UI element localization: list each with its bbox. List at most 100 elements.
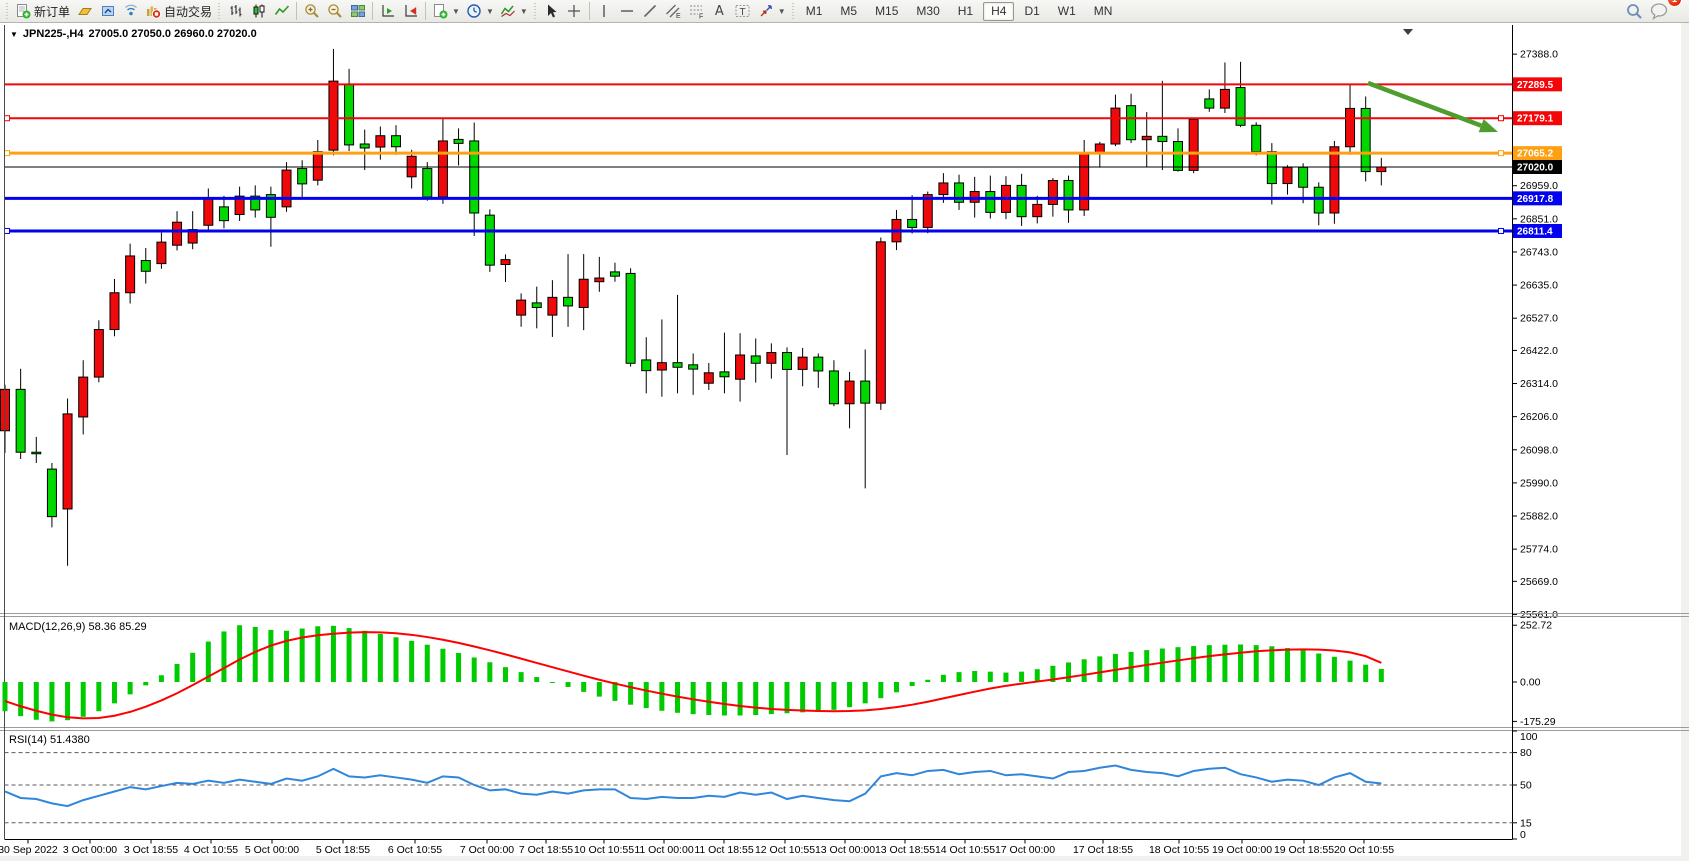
toolbar-grip[interactable] bbox=[217, 2, 223, 20]
candle bbox=[750, 338, 761, 383]
hline-handle[interactable] bbox=[4, 150, 10, 157]
new-chart-button[interactable]: ▼ bbox=[429, 1, 463, 22]
timeframe-D1[interactable]: D1 bbox=[1024, 4, 1040, 18]
zoom-in-button[interactable] bbox=[300, 1, 323, 22]
timeframe-M1[interactable]: M1 bbox=[805, 4, 823, 18]
price-badge-label: 27020.0 bbox=[1517, 162, 1554, 173]
macd-bar bbox=[346, 628, 352, 683]
timeframe-M5[interactable]: M5 bbox=[840, 4, 858, 18]
crosshair-button[interactable] bbox=[563, 1, 586, 22]
hline-handle[interactable] bbox=[1498, 115, 1504, 122]
channel-button[interactable]: E bbox=[662, 1, 685, 22]
toolbar-grip[interactable] bbox=[532, 2, 538, 20]
hline-handle[interactable] bbox=[1498, 227, 1504, 234]
candle bbox=[218, 195, 229, 229]
candle bbox=[1110, 94, 1121, 147]
window-right-edge bbox=[1681, 23, 1689, 861]
candle bbox=[359, 129, 370, 171]
chart-title-expand-icon[interactable]: ▼ bbox=[10, 29, 18, 39]
line-chart-icon bbox=[274, 3, 290, 19]
macd-bar bbox=[1019, 671, 1025, 683]
hline-handle[interactable] bbox=[1498, 150, 1504, 157]
candle bbox=[15, 368, 26, 459]
vline-button[interactable] bbox=[593, 1, 616, 22]
candle bbox=[453, 128, 464, 166]
profile-button[interactable] bbox=[73, 1, 96, 22]
auto-scroll-button[interactable] bbox=[399, 1, 422, 22]
chat-button[interactable]: 1 bbox=[1646, 0, 1682, 22]
macd-bar bbox=[80, 682, 86, 717]
line-chart-button[interactable] bbox=[270, 1, 293, 22]
cursor-button[interactable] bbox=[540, 1, 563, 22]
hline-button[interactable] bbox=[616, 1, 639, 22]
navigator-button[interactable] bbox=[96, 1, 119, 22]
autotrading-button[interactable]: 自动交易 bbox=[142, 1, 215, 22]
candle bbox=[594, 256, 605, 292]
macd-bar bbox=[581, 682, 587, 692]
price-axis[interactable]: 27388.0 26959.0 26851.0 26743.0 26635.0 26527… bbox=[1512, 49, 1559, 621]
macd-bar bbox=[1066, 662, 1072, 683]
chart-ohlc-values: 27005.0 27050.0 26960.0 27020.0 bbox=[88, 28, 257, 40]
macd-bar bbox=[518, 672, 524, 683]
time-axis[interactable]: 30 Sep 2022 3 Oct 00:00 3 Oct 18:55 4 Oct 1… bbox=[0, 839, 1394, 857]
chevron-down-icon: ▼ bbox=[485, 6, 494, 16]
trendline-button[interactable] bbox=[639, 1, 662, 22]
rsi-tick-label: 80 bbox=[1520, 747, 1532, 759]
fibonacci-button[interactable]: F bbox=[685, 1, 708, 22]
price-badge bbox=[1513, 223, 1562, 238]
toolbar-grip[interactable] bbox=[790, 2, 796, 20]
timeframe-MN[interactable]: MN bbox=[1093, 4, 1113, 18]
candle bbox=[703, 362, 714, 390]
arrows-tool-button[interactable]: ▼ bbox=[755, 1, 789, 22]
candle bbox=[46, 462, 57, 528]
chevron-down-icon: ▼ bbox=[519, 6, 528, 16]
text-button[interactable]: A bbox=[708, 1, 731, 22]
chart-canvas[interactable]: 27388.0 26959.0 26851.0 26743.0 26635.0 26527… bbox=[0, 23, 1689, 861]
timeframe-W1[interactable]: W1 bbox=[1057, 4, 1076, 18]
trend-arrow-annotation[interactable] bbox=[1367, 80, 1498, 133]
macd-bar bbox=[1034, 669, 1040, 683]
chart-window[interactable]: 27388.0 26959.0 26851.0 26743.0 26635.0 26527… bbox=[0, 23, 1689, 861]
candle bbox=[1204, 89, 1215, 112]
signal-button[interactable] bbox=[119, 1, 142, 22]
candle bbox=[563, 254, 574, 327]
macd-main-value: 58.36 bbox=[88, 621, 117, 633]
macd-bar bbox=[299, 628, 305, 683]
macd-bar bbox=[549, 682, 555, 684]
candle-chart-icon bbox=[251, 3, 267, 19]
period-button[interactable]: ▼ bbox=[463, 1, 497, 22]
time-tick-label: 30 Sep 2022 bbox=[0, 844, 58, 856]
timeframe-H1[interactable]: H1 bbox=[957, 4, 974, 18]
search-button[interactable] bbox=[1622, 1, 1646, 22]
bar-chart-button[interactable] bbox=[224, 1, 247, 22]
timeframe-H4[interactable]: H4 bbox=[983, 1, 1015, 21]
hline-handle[interactable] bbox=[4, 115, 10, 122]
tile-windows-button[interactable] bbox=[346, 1, 369, 22]
macd-panel[interactable]: 252.72 0.00 -175.29 bbox=[2, 620, 1556, 728]
hline-icon bbox=[619, 3, 635, 19]
time-tick-label: 3 Oct 18:55 bbox=[124, 844, 178, 856]
toolbar-grip[interactable] bbox=[5, 2, 10, 20]
chart-shift-button[interactable] bbox=[376, 1, 399, 22]
rsi-panel[interactable]: 100 80 50 150 bbox=[4, 730, 1538, 841]
indicators-button[interactable]: ▼ bbox=[497, 1, 531, 22]
hline-handle[interactable] bbox=[4, 227, 10, 234]
label-button[interactable]: T bbox=[731, 1, 755, 22]
candle bbox=[391, 125, 401, 155]
timeframe-M30[interactable]: M30 bbox=[916, 4, 940, 18]
time-tick-label: 19 Oct 18:55 bbox=[1274, 844, 1334, 856]
candle bbox=[484, 209, 495, 272]
candle-chart-button[interactable] bbox=[247, 1, 270, 22]
macd-bar bbox=[596, 682, 602, 697]
zoom-out-button[interactable] bbox=[323, 1, 346, 22]
chart-shift-marker[interactable] bbox=[1403, 29, 1413, 35]
macd-bar bbox=[1253, 645, 1259, 683]
notification-badge[interactable]: 1 bbox=[1667, 0, 1682, 7]
chart-title[interactable]: ▼ JPN225-,H4 27005.0 27050.0 26960.0 270… bbox=[10, 28, 257, 40]
macd-bar bbox=[628, 682, 634, 705]
timeframe-M15[interactable]: M15 bbox=[875, 4, 899, 18]
new-order-button[interactable]: 新订单 bbox=[12, 1, 73, 22]
candle bbox=[140, 247, 151, 284]
macd-bar bbox=[1050, 665, 1056, 683]
chevron-down-icon: ▼ bbox=[777, 6, 786, 16]
